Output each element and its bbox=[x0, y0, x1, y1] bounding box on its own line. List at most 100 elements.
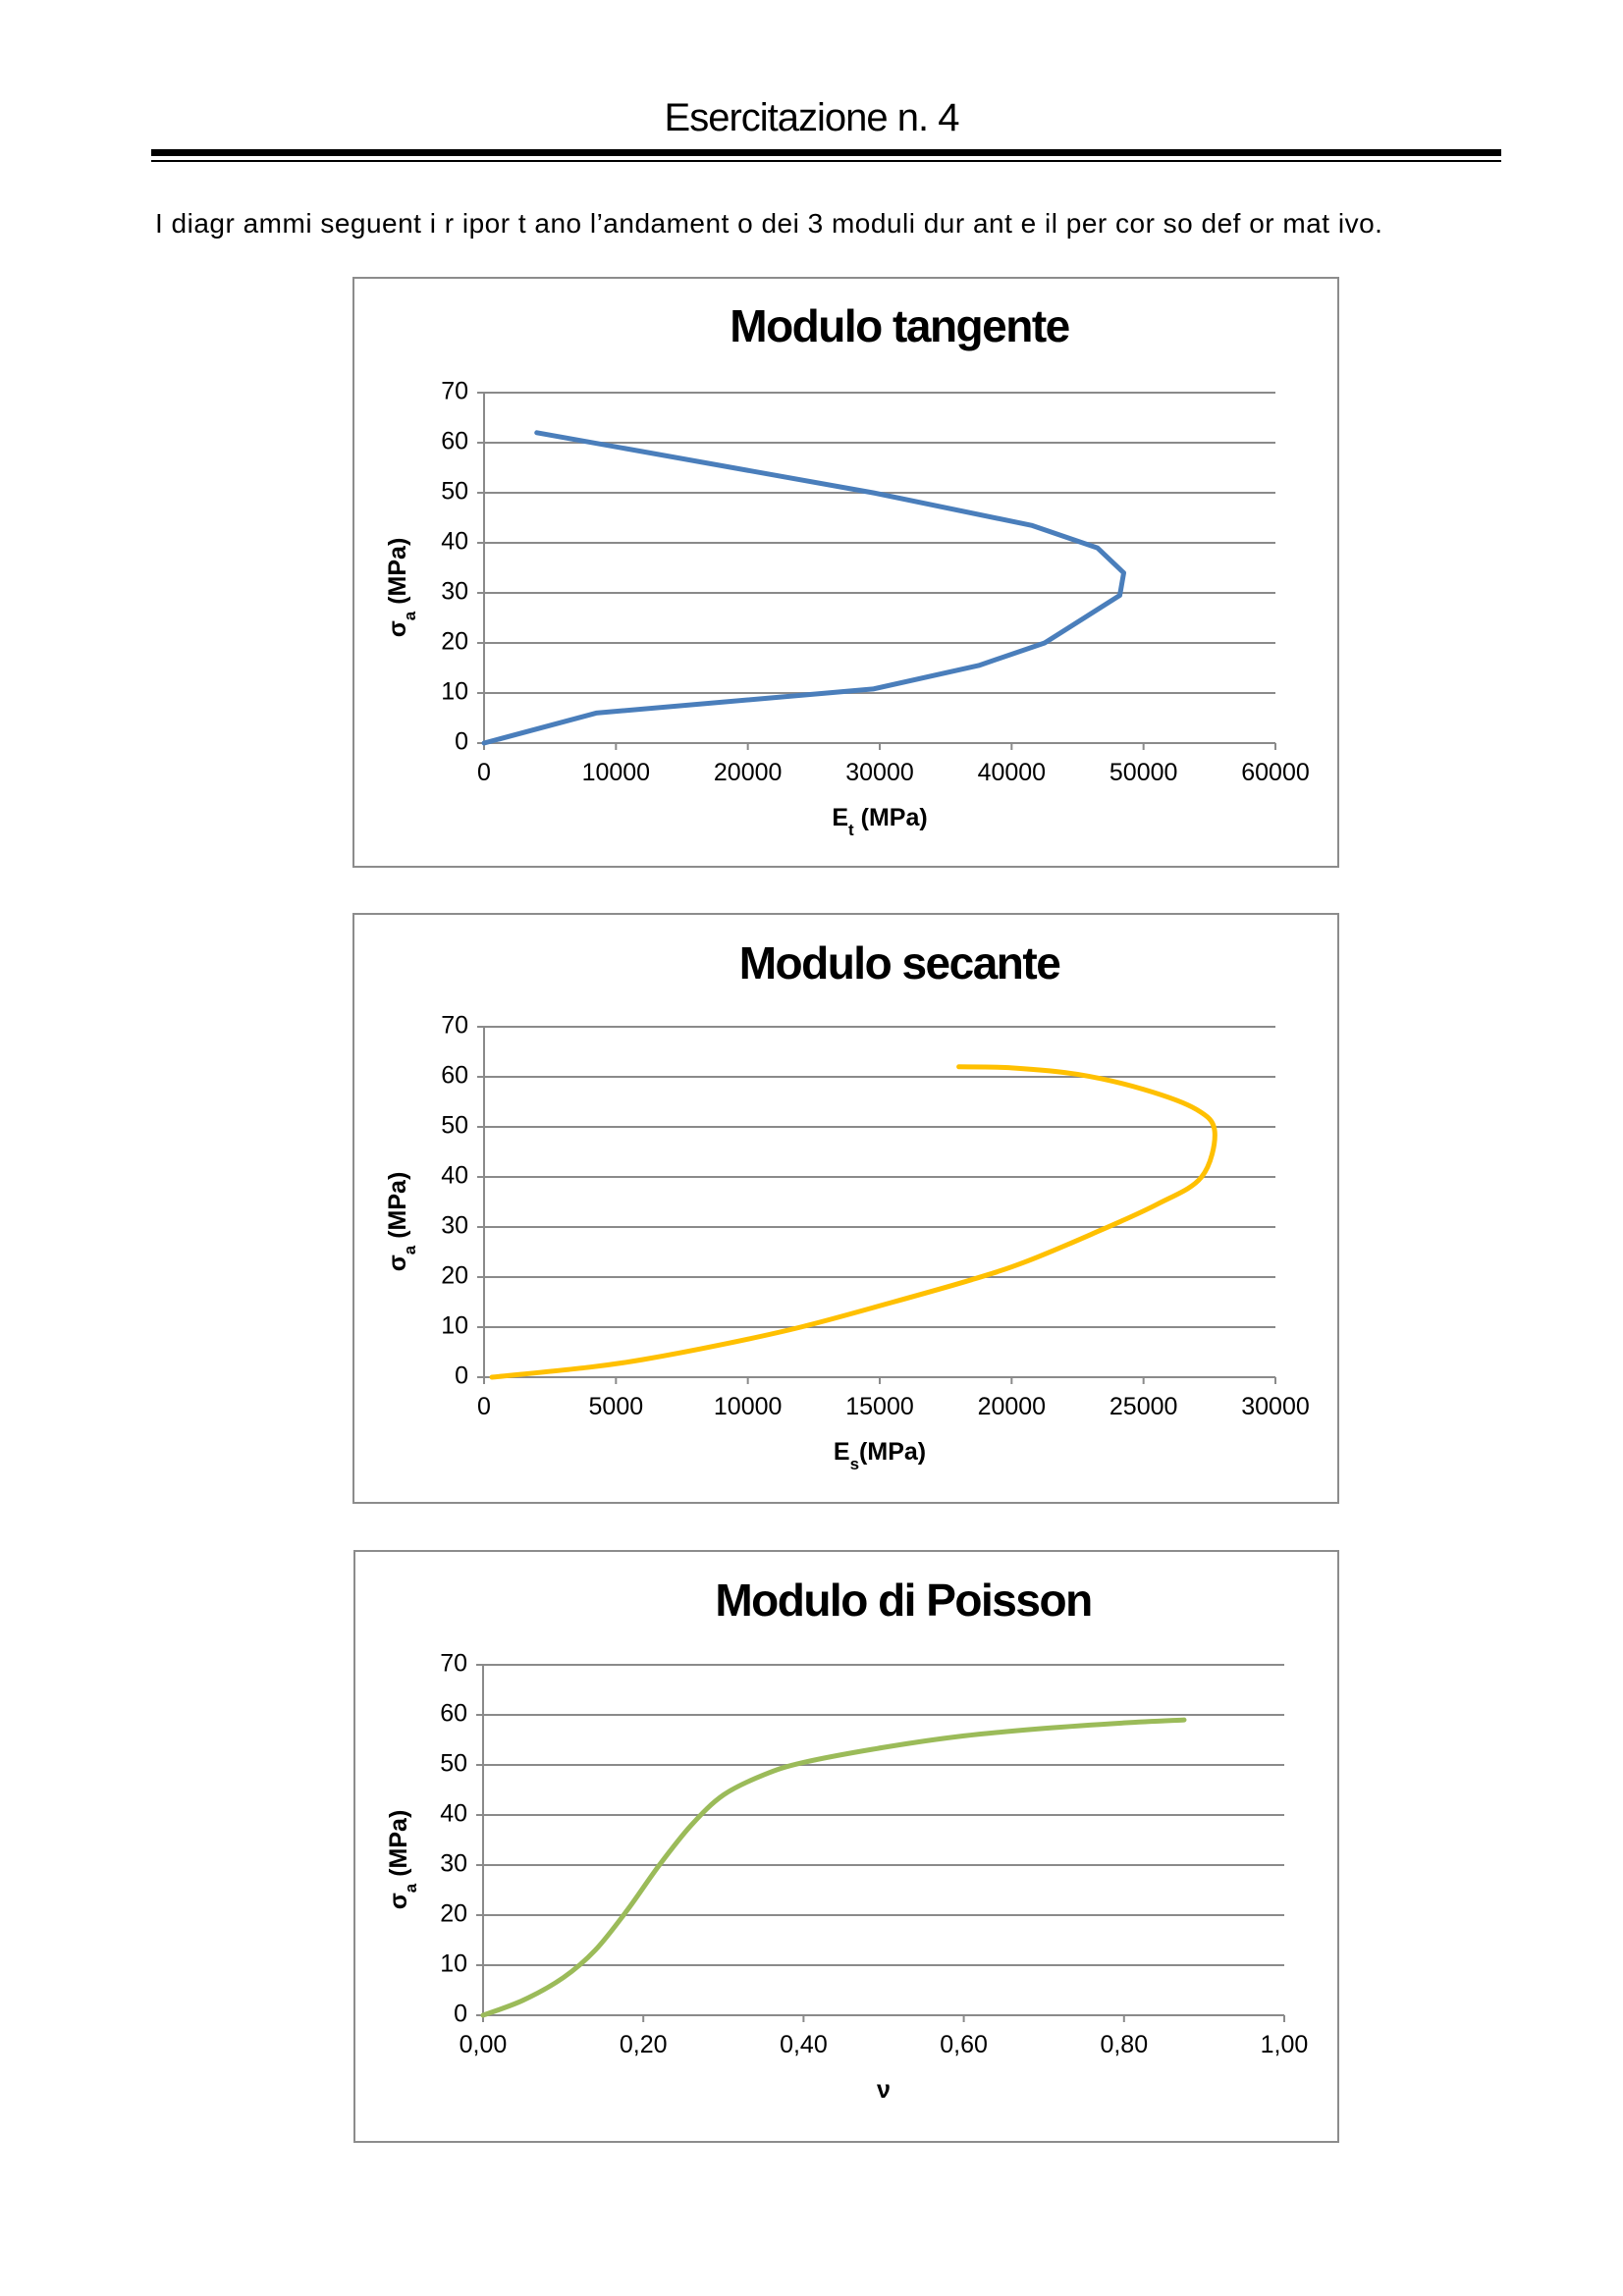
y-tick-label: 50 bbox=[440, 1750, 467, 1778]
data-point bbox=[721, 1344, 722, 1345]
x-tick-label: 20000 bbox=[714, 759, 783, 786]
y-tick-label: 60 bbox=[441, 428, 468, 455]
y-tick-label: 70 bbox=[440, 1650, 467, 1678]
chart-modulo-secante: Modulo secante 0 10 20 30 40 50 60 70 0 5000 10000 1… bbox=[352, 913, 1339, 1504]
data-point bbox=[484, 743, 485, 744]
y-tick-label: 10 bbox=[441, 678, 468, 706]
y-tick-label: 60 bbox=[440, 1700, 467, 1728]
y-tick-label: 10 bbox=[441, 1312, 468, 1340]
data-point bbox=[972, 1279, 973, 1280]
data-point bbox=[1044, 1728, 1045, 1729]
data-point bbox=[1123, 572, 1124, 573]
data-point bbox=[492, 1377, 493, 1378]
data-point bbox=[827, 693, 828, 694]
data-point bbox=[563, 1977, 564, 1978]
data-point bbox=[873, 493, 874, 494]
data-point bbox=[1184, 1720, 1185, 1721]
x-tick-label: 50000 bbox=[1109, 759, 1178, 786]
x-tick-label: 0,80 bbox=[1100, 2031, 1148, 2058]
chart-modulo-poisson: Modulo di Poisson 0 10 20 30 40 50 60 70 0,00 0,20… bbox=[353, 1550, 1339, 2143]
chart-svg: Modulo tangente 0 10 20 30 40 50 60 70 0 10000 2000… bbox=[384, 300, 1310, 839]
data-point bbox=[642, 1360, 643, 1361]
y-axis-label: σa (MPa) bbox=[384, 538, 419, 638]
y-tick-label: 20 bbox=[440, 1900, 467, 1928]
y-tick-label: 70 bbox=[441, 1012, 468, 1040]
data-point bbox=[589, 1366, 590, 1367]
y-tick-label: 60 bbox=[441, 1062, 468, 1090]
data-point bbox=[978, 665, 979, 666]
data-point bbox=[1084, 617, 1085, 618]
series-line bbox=[480, 1717, 1187, 2018]
chart-svg: Modulo di Poisson 0 10 20 30 40 50 60 70 0,00 0,20… bbox=[385, 1575, 1309, 2104]
x-axis-label: Es(MPa) bbox=[834, 1438, 926, 1473]
y-tick-label: 50 bbox=[441, 1112, 468, 1140]
x-tick-label: 0,20 bbox=[620, 2031, 668, 2058]
chart-title-tangente: Modulo tangente bbox=[730, 300, 1069, 351]
x-tick-label: 40000 bbox=[978, 759, 1047, 786]
x-tick-label: 10000 bbox=[714, 1393, 783, 1420]
data-point bbox=[1090, 1234, 1091, 1235]
data-point bbox=[800, 1327, 801, 1328]
x-tick-label: 1,00 bbox=[1261, 2031, 1309, 2058]
data-point bbox=[1215, 1132, 1216, 1133]
y-axis-label: σa (MPa) bbox=[385, 1810, 420, 1910]
data-point bbox=[1044, 643, 1045, 644]
data-point bbox=[659, 1865, 660, 1866]
x-axis-label: Et (MPa) bbox=[832, 804, 927, 839]
data-point bbox=[1119, 595, 1120, 596]
data-point bbox=[1123, 1723, 1124, 1724]
y-tick-label: 40 bbox=[440, 1800, 467, 1828]
page-title: Esercitazione n. 4 bbox=[664, 96, 960, 139]
y-tick-label: 70 bbox=[441, 378, 468, 405]
x-tick-label: 30000 bbox=[1241, 1393, 1310, 1420]
y-tick-label: 0 bbox=[454, 2001, 467, 2028]
x-tick-label: 0 bbox=[477, 759, 491, 786]
y-tick-label: 0 bbox=[455, 1362, 468, 1390]
data-point bbox=[803, 1762, 804, 1763]
data-point bbox=[1031, 525, 1032, 526]
header-rule-thin bbox=[151, 160, 1501, 162]
data-point bbox=[595, 1949, 596, 1950]
y-tick-label: 10 bbox=[440, 1950, 467, 1978]
data-point bbox=[1077, 1074, 1078, 1075]
x-tick-label: 0,40 bbox=[780, 2031, 828, 2058]
data-point bbox=[1011, 1067, 1012, 1068]
x-tick-label: 15000 bbox=[845, 1393, 914, 1420]
data-point bbox=[596, 713, 597, 714]
y-tick-label: 30 bbox=[441, 1212, 468, 1240]
data-point bbox=[723, 1794, 724, 1795]
y-tick-label: 40 bbox=[441, 528, 468, 556]
y-tick-label: 40 bbox=[441, 1162, 468, 1190]
y-axis-label: σa (MPa) bbox=[384, 1172, 419, 1272]
data-point bbox=[958, 1066, 959, 1067]
header-rule-thick bbox=[151, 149, 1501, 156]
data-point bbox=[1143, 1089, 1144, 1090]
x-tick-label: 5000 bbox=[589, 1393, 644, 1420]
x-tick-label: 25000 bbox=[1109, 1393, 1178, 1420]
x-tick-label: 0,00 bbox=[460, 2031, 508, 2058]
data-point bbox=[763, 1775, 764, 1776]
data-point bbox=[1201, 1177, 1202, 1178]
y-tick-label: 20 bbox=[441, 628, 468, 656]
x-axis-label: ν bbox=[877, 2076, 891, 2104]
y-tick-label: 50 bbox=[441, 478, 468, 506]
x-tick-label: 60000 bbox=[1241, 759, 1310, 786]
chart-svg: Modulo secante 0 10 20 30 40 50 60 70 0 5000 10000 1… bbox=[384, 937, 1310, 1473]
data-point bbox=[522, 2000, 523, 2001]
data-point bbox=[1196, 1109, 1197, 1110]
data-point bbox=[1157, 1204, 1158, 1205]
chart-modulo-tangente: Modulo tangente 0 10 20 30 40 50 60 70 0 10000 2000… bbox=[352, 277, 1339, 868]
data-point bbox=[626, 1909, 627, 1910]
y-tick-label: 30 bbox=[441, 578, 468, 606]
x-tick-label: 20000 bbox=[978, 1393, 1047, 1420]
x-tick-label: 10000 bbox=[582, 759, 651, 786]
data-point bbox=[691, 1825, 692, 1826]
data-point bbox=[1097, 548, 1098, 549]
x-tick-label: 30000 bbox=[845, 759, 914, 786]
data-point bbox=[483, 2015, 484, 2016]
chart-title-secante: Modulo secante bbox=[739, 937, 1061, 988]
y-tick-label: 0 bbox=[455, 728, 468, 756]
y-tick-label: 30 bbox=[440, 1850, 467, 1878]
data-point bbox=[884, 1747, 885, 1748]
data-point bbox=[536, 432, 537, 433]
